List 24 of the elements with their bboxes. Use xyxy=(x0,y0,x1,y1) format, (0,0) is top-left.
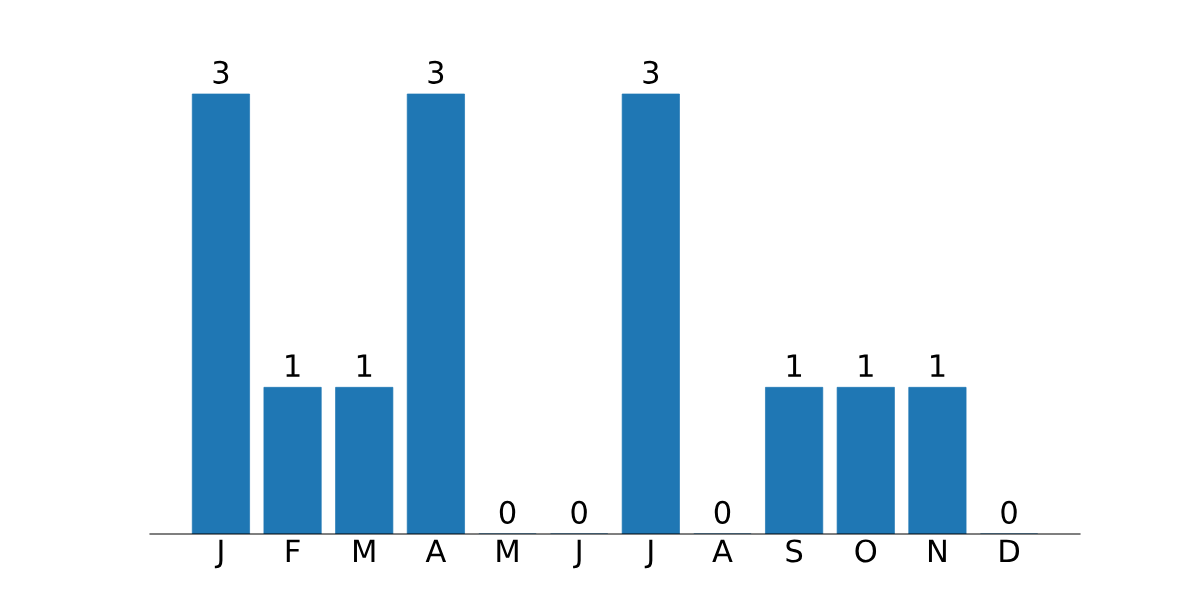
x-tick-label: F xyxy=(286,539,300,563)
data-label: 1 xyxy=(931,354,945,377)
data-label: 3 xyxy=(643,60,659,84)
x-tick-label: A xyxy=(712,539,733,563)
data-label: 0 xyxy=(499,500,516,524)
x-tick-label: A xyxy=(425,539,447,563)
data-label: 1 xyxy=(787,354,802,377)
data-label: 0 xyxy=(571,500,587,524)
x-tick-label: J xyxy=(573,539,581,569)
data-label: 1 xyxy=(859,354,873,377)
data-label: 3 xyxy=(428,60,444,84)
x-tick-label: O xyxy=(855,539,877,563)
x-tick-label: D xyxy=(1000,539,1020,563)
x-tick-label: J xyxy=(214,539,223,569)
data-label: 1 xyxy=(357,354,372,377)
data-label: 1 xyxy=(286,354,300,377)
x-tick-label: S xyxy=(786,539,803,563)
data-label: 3 xyxy=(213,60,229,84)
x-tick-label: M xyxy=(354,539,375,563)
data-label: 0 xyxy=(1001,500,1017,524)
x-tick-label: M xyxy=(497,539,518,563)
x-tick-label: N xyxy=(928,539,946,563)
data-label: 0 xyxy=(714,500,731,524)
x-tick-label: J xyxy=(644,539,653,569)
